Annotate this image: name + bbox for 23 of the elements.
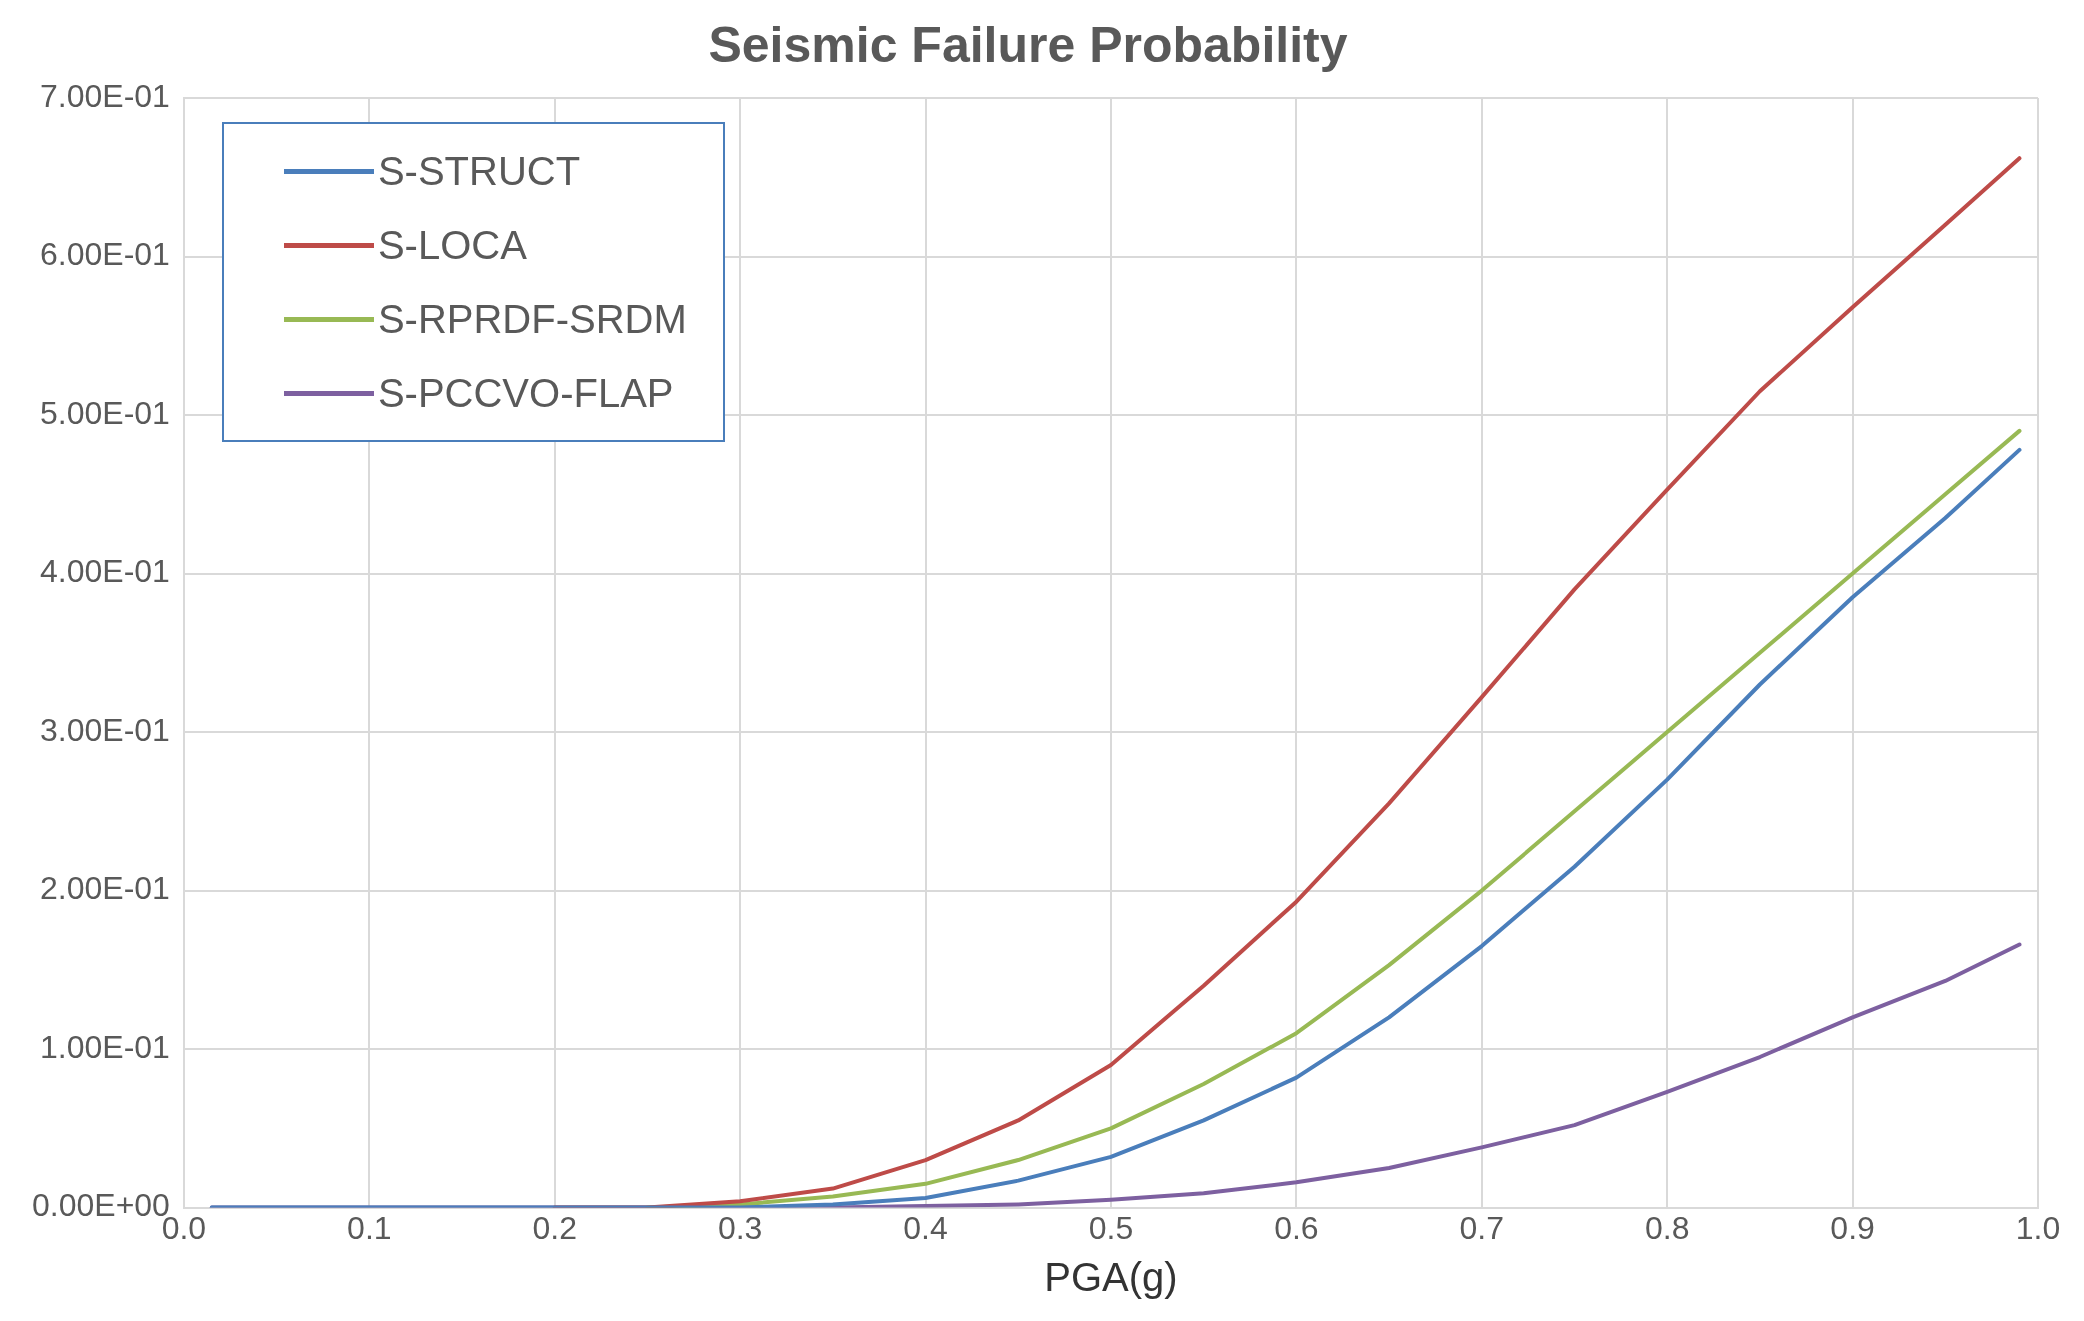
x-tick-label: 0.6 <box>1274 1209 1319 1246</box>
x-axis-title: PGA(g) <box>1044 1255 1178 1300</box>
y-tick-label: 7.00E-01 <box>40 77 170 114</box>
x-tick-label: 0.4 <box>903 1209 948 1246</box>
y-tick-label: 5.00E-01 <box>40 394 170 431</box>
legend-label: S-RPRDF-SRDM <box>377 296 687 342</box>
x-tick-label: 1.0 <box>2015 1209 2061 1246</box>
x-tick-label: 0.1 <box>347 1209 392 1246</box>
x-tick-label: 0.9 <box>1830 1209 1875 1246</box>
y-tick-label: 4.00E-01 <box>40 553 170 590</box>
legend-label: S-PCCVO-FLAP <box>377 370 674 416</box>
x-tick-label: 0.3 <box>717 1209 763 1246</box>
y-tick-label: 2.00E-01 <box>40 870 170 907</box>
x-tick-label: 0.2 <box>532 1209 577 1246</box>
x-tick-label: 0.7 <box>1459 1209 1505 1246</box>
legend-label: S-STRUCT <box>377 148 581 194</box>
x-tick-label: 0.5 <box>1088 1209 1134 1246</box>
chart-title: Seismic Failure Probability <box>708 16 1348 73</box>
y-tick-label: 3.00E-01 <box>40 711 170 748</box>
y-tick-label: 6.00E-01 <box>40 236 170 273</box>
legend-label: S-LOCA <box>377 222 527 268</box>
x-tick-label: 0.8 <box>1644 1209 1690 1246</box>
y-tick-label: 1.00E-01 <box>40 1028 170 1065</box>
